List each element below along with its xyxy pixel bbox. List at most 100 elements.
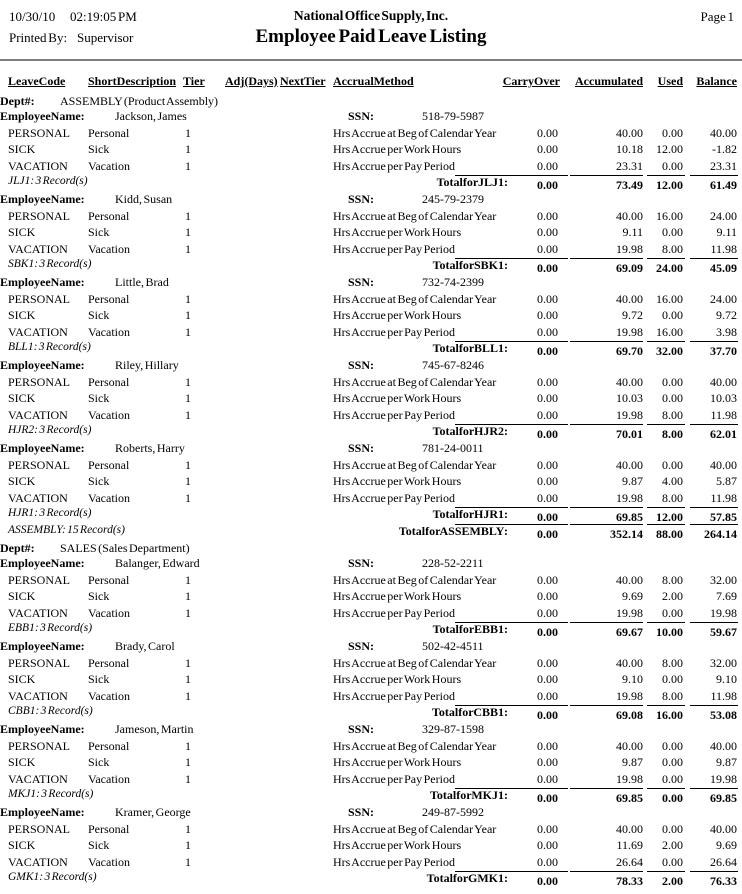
ssn-label: SSN: bbox=[348, 441, 375, 455]
leave-code-cell: PERSONAL bbox=[8, 655, 71, 670]
employee-name-label: Employee Name: bbox=[0, 109, 85, 123]
carry-over-cell: 0.00 bbox=[537, 125, 558, 140]
balance-total: 69.85 bbox=[710, 791, 737, 805]
used-cell: 0.00 bbox=[662, 225, 683, 239]
short-description-cell: Personal bbox=[88, 125, 130, 140]
report-body: Dept#: ASSEMBLY (Product Assembly) Employe… bbox=[0, 94, 742, 888]
total-rule bbox=[455, 622, 568, 623]
carry-over-total: 0.00 bbox=[537, 625, 558, 639]
employee-name: Roberts, Harry bbox=[115, 441, 185, 455]
tier-cell: 1 bbox=[185, 655, 191, 670]
total-rule bbox=[647, 788, 685, 789]
carry-over-total: 0.00 bbox=[537, 510, 558, 524]
leave-row: SICK Sick 1 Hrs Accrue per Work Hours 0.00 9.… bbox=[0, 589, 742, 606]
total-rule bbox=[570, 424, 643, 425]
total-rule bbox=[690, 507, 738, 508]
leave-row: PERSONAL Personal 1 Hrs Accrue at Beg of Ca… bbox=[0, 822, 742, 839]
total-rule bbox=[690, 871, 738, 872]
column-header-leave-code: Leave Code bbox=[8, 74, 66, 88]
carry-over-cell: 0.00 bbox=[537, 490, 558, 505]
accrual-method-cell: Hrs Accrue per Work Hours bbox=[333, 755, 462, 769]
group-total-label: Total for CBB1 : bbox=[431, 705, 508, 719]
group-total-label: Total for HJR2 : bbox=[432, 424, 508, 438]
column-header-next-tier: Next Tier bbox=[280, 74, 326, 88]
employee-name-label: Employee Name: bbox=[0, 192, 85, 206]
column-header-accumulated: Accumulated bbox=[575, 74, 643, 88]
balance-cell: 9.87 bbox=[716, 755, 737, 769]
accrual-method-cell: Hrs Accrue per Pay Period bbox=[333, 688, 455, 703]
employee-total-row: HJR1: 3 Record(s) Total for HJR1 : 0.00 69.… bbox=[0, 507, 742, 524]
department-row: Dept#: SALES (Sales Department) bbox=[0, 541, 742, 556]
total-rule bbox=[570, 258, 643, 259]
tier-cell: 1 bbox=[185, 142, 191, 156]
leave-row: PERSONAL Personal 1 Hrs Accrue at Beg of Ca… bbox=[0, 375, 742, 392]
employee-row: Employee Name: Jackson, James SSN: 518-79-5… bbox=[0, 109, 742, 126]
total-rule bbox=[690, 341, 738, 342]
accrual-method-cell: Hrs Accrue at Beg of Calendar Year bbox=[333, 738, 497, 753]
group-total-label: Total for ASSEMBLY : bbox=[398, 524, 508, 538]
total-rule bbox=[570, 705, 643, 706]
employee-name: Riley, Hillary bbox=[115, 358, 179, 372]
leave-row: VACATION Vacation 1 Hrs Accrue per Pay Peri… bbox=[0, 606, 742, 623]
column-header-row: Leave Code Short Description Tier Adj(Da… bbox=[0, 74, 742, 91]
group-total-label: Total for SBK1 : bbox=[432, 258, 508, 272]
employee-name: Little, Brad bbox=[115, 275, 169, 289]
leave-code-cell: PERSONAL bbox=[8, 572, 71, 587]
balance-cell: 19.98 bbox=[710, 771, 737, 786]
used-cell: 0.00 bbox=[662, 771, 683, 786]
accumulated-cell: 19.98 bbox=[616, 324, 643, 339]
group-total-label: Total for JLJ1 : bbox=[436, 175, 508, 189]
used-total: 32.00 bbox=[656, 344, 683, 358]
short-description-cell: Sick bbox=[88, 838, 110, 852]
ssn-value: 745-67-8246 bbox=[422, 358, 484, 372]
group-record-count: HJR1: 3 Record(s) bbox=[8, 507, 92, 519]
carry-over-cell: 0.00 bbox=[537, 291, 558, 306]
accumulated-cell: 40.00 bbox=[616, 374, 643, 389]
total-rule bbox=[570, 507, 643, 508]
employee-total-row: GMK1: 3 Record(s) Total for GMK1 : 0.00 78.… bbox=[0, 871, 742, 888]
employee-name-label: Employee Name: bbox=[0, 639, 85, 653]
used-cell: 2.00 bbox=[662, 589, 683, 603]
carry-over-cell: 0.00 bbox=[537, 755, 558, 769]
balance-total: 53.08 bbox=[710, 708, 737, 722]
column-header-adj-days: Adj(Days) bbox=[225, 74, 278, 88]
leave-code-cell: VACATION bbox=[8, 605, 68, 620]
tier-cell: 1 bbox=[185, 572, 191, 587]
accumulated-cell: 19.98 bbox=[616, 605, 643, 620]
header-divider bbox=[0, 59, 742, 61]
carry-over-total: 0.00 bbox=[537, 791, 558, 805]
employee-total-row: BLL1: 3 Record(s) Total for BLL1 : 0.00 69.… bbox=[0, 341, 742, 358]
employee-name-label: Employee Name: bbox=[0, 805, 85, 819]
used-cell: 8.00 bbox=[662, 572, 683, 587]
accumulated-cell: 40.00 bbox=[616, 291, 643, 306]
leave-code-cell: SICK bbox=[8, 225, 36, 239]
ssn-value: 781-24-0011 bbox=[422, 441, 484, 455]
employee-total-row: HJR2: 3 Record(s) Total for HJR2 : 0.00 70.… bbox=[0, 424, 742, 441]
ssn-label: SSN: bbox=[348, 275, 375, 289]
total-rule bbox=[647, 424, 685, 425]
total-rule bbox=[690, 622, 738, 623]
used-cell: 0.00 bbox=[662, 125, 683, 140]
leave-row: VACATION Vacation 1 Hrs Accrue per Pay Peri… bbox=[0, 159, 742, 176]
carry-over-cell: 0.00 bbox=[537, 474, 558, 488]
short-description-cell: Vacation bbox=[88, 324, 130, 339]
total-rule bbox=[455, 788, 568, 789]
accumulated-total: 69.08 bbox=[616, 708, 643, 722]
department-label: Dept#: bbox=[0, 94, 35, 108]
total-rule bbox=[455, 705, 568, 706]
leave-code-cell: PERSONAL bbox=[8, 374, 71, 389]
leave-row: SICK Sick 1 Hrs Accrue per Work Hours 0.00 9.… bbox=[0, 474, 742, 491]
short-description-cell: Vacation bbox=[88, 158, 130, 173]
used-total: 12.00 bbox=[656, 178, 683, 192]
short-description-cell: Sick bbox=[88, 589, 110, 603]
printed-by-label: Printed By: bbox=[9, 30, 68, 45]
carry-over-cell: 0.00 bbox=[537, 391, 558, 405]
balance-total: 61.49 bbox=[710, 178, 737, 192]
total-rule bbox=[455, 424, 568, 425]
tier-cell: 1 bbox=[185, 672, 191, 686]
leave-row: SICK Sick 1 Hrs Accrue per Work Hours 0.00 9.… bbox=[0, 672, 742, 689]
group-record-count: SBK1: 3 Record(s) bbox=[8, 258, 92, 270]
accumulated-cell: 9.87 bbox=[622, 474, 643, 488]
short-description-cell: Personal bbox=[88, 572, 130, 587]
leave-row: VACATION Vacation 1 Hrs Accrue per Pay Peri… bbox=[0, 491, 742, 508]
